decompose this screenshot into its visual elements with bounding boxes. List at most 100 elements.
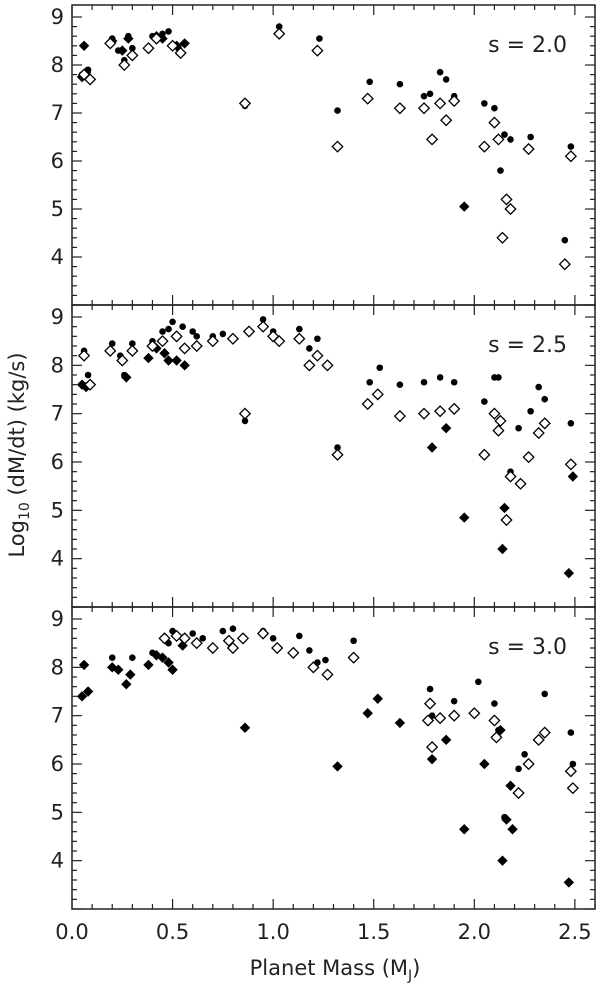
data-point-filled-diamond [113, 664, 124, 675]
data-point-filled-diamond [440, 422, 452, 434]
data-point-circle [541, 690, 549, 698]
data-point-circle [193, 333, 201, 340]
data-point-filled-diamond [163, 355, 174, 366]
data-point-circle [334, 107, 341, 114]
data-point-open-diamond [166, 39, 179, 52]
data-point-open-diamond [361, 397, 374, 411]
data-point-open-diamond [256, 627, 270, 640]
data-point-open-diamond [488, 116, 501, 129]
data-point-open-diamond [150, 32, 163, 45]
data-point-filled-diamond [440, 734, 452, 746]
data-point-open-diamond [104, 344, 117, 357]
data-point-circle [436, 374, 444, 381]
data-point-open-diamond [331, 448, 344, 461]
data-point-open-diamond [433, 711, 447, 725]
data-point-open-diamond [170, 330, 183, 343]
data-point-open-diamond [226, 332, 240, 345]
data-point-open-diamond [393, 102, 407, 115]
data-point-circle [350, 637, 357, 645]
data-point-circle [159, 328, 166, 335]
data-point-circle [219, 627, 227, 635]
data-point-open-diamond [504, 470, 517, 483]
data-point-circle [296, 325, 303, 333]
data-point-filled-diamond [505, 780, 516, 791]
data-point-open-diamond [361, 92, 374, 105]
data-point-open-diamond [311, 44, 324, 57]
data-point-circle [426, 90, 434, 98]
data-point-filled-diamond [107, 662, 118, 673]
data-point-filled-diamond [372, 693, 383, 704]
data-point-filled-diamond [78, 40, 90, 51]
data-point-circle [366, 378, 374, 386]
data-point-filled-diamond [143, 659, 154, 671]
data-point-filled-diamond [177, 640, 188, 651]
data-point-open-diamond [77, 349, 91, 362]
data-point-open-diamond [500, 513, 513, 527]
data-point-filled-diamond [459, 201, 470, 212]
data-point-filled-diamond [239, 722, 251, 733]
data-point-circle [316, 35, 323, 42]
data-point-open-diamond [174, 46, 187, 60]
data-point-circle [491, 700, 498, 707]
data-point-filled-diamond [459, 512, 470, 523]
data-point-open-diamond [558, 258, 571, 271]
data-point-filled-diamond [563, 567, 575, 579]
panel-label: s = 2.5 [488, 333, 567, 358]
x-tick-label: 2.0 [458, 920, 491, 944]
data-point-circle [515, 765, 522, 773]
data-point-filled-diamond [567, 471, 579, 482]
data-point-filled-diamond [159, 348, 170, 359]
chart-panels: 4 5 6 7 8 9 s = 2.0 4 5 6 7 8 9 s = 2.5 4 5 6 7 8 9 s = 3.0 0… [51, 4, 596, 944]
data-point-open-diamond [448, 402, 461, 415]
data-point-circle [189, 328, 196, 335]
data-point-filled-diamond [507, 824, 518, 835]
data-point-circle [165, 325, 172, 333]
data-point-circle [179, 323, 186, 330]
x-tick-label: 2.5 [558, 920, 591, 944]
data-point-circle [376, 364, 384, 372]
panel-1: 4 5 6 7 8 9 s = 2.0 [51, 4, 596, 306]
data-point-open-diamond [146, 339, 159, 353]
data-point-circle [442, 76, 450, 83]
data-point-circle [275, 23, 283, 30]
data-point-open-diamond [142, 42, 155, 55]
data-point-circle [527, 133, 534, 141]
data-point-open-diamond [433, 405, 447, 418]
y-axis-label: Log10 (dM/dt) (kg/s) [5, 352, 33, 557]
y-tick-label: 9 [51, 305, 64, 329]
data-point-circle [481, 100, 488, 107]
data-point-circle [199, 635, 207, 642]
data-point-filled-diamond [123, 33, 134, 44]
data-point-circle [567, 729, 575, 736]
data-point-open-diamond [564, 765, 577, 778]
y-tick-label: 8 [51, 353, 64, 377]
data-point-circle [481, 398, 488, 405]
data-point-circle [269, 635, 277, 642]
data-point-circle [436, 68, 444, 76]
data-point-filled-diamond [459, 824, 470, 835]
data-point-filled-diamond [171, 355, 182, 366]
data-point-circle [169, 318, 176, 326]
data-point-open-diamond [500, 193, 513, 206]
data-point-open-diamond [564, 458, 577, 471]
data-point-open-diamond [293, 332, 306, 345]
data-point-open-diamond [238, 407, 252, 420]
data-point-circle [420, 378, 428, 386]
data-point-open-diamond [321, 359, 334, 372]
data-point-open-diamond [492, 133, 505, 146]
y-tick-label: 6 [51, 149, 64, 173]
data-point-open-diamond [566, 782, 579, 795]
data-point-open-diamond [347, 651, 360, 664]
y-tick-label: 4 [51, 547, 64, 571]
data-point-open-diamond [83, 73, 97, 86]
y-tick-label: 5 [51, 800, 64, 824]
data-point-filled-diamond [479, 758, 490, 770]
data-point-open-diamond [331, 140, 344, 153]
data-point-open-diamond [532, 426, 545, 440]
data-point-open-diamond [118, 58, 131, 72]
data-point-filled-diamond [362, 708, 373, 719]
panel-2: 4 5 6 7 8 9 s = 2.5 [51, 304, 596, 608]
data-point-open-diamond [236, 632, 250, 645]
data-point-open-diamond [116, 354, 129, 367]
